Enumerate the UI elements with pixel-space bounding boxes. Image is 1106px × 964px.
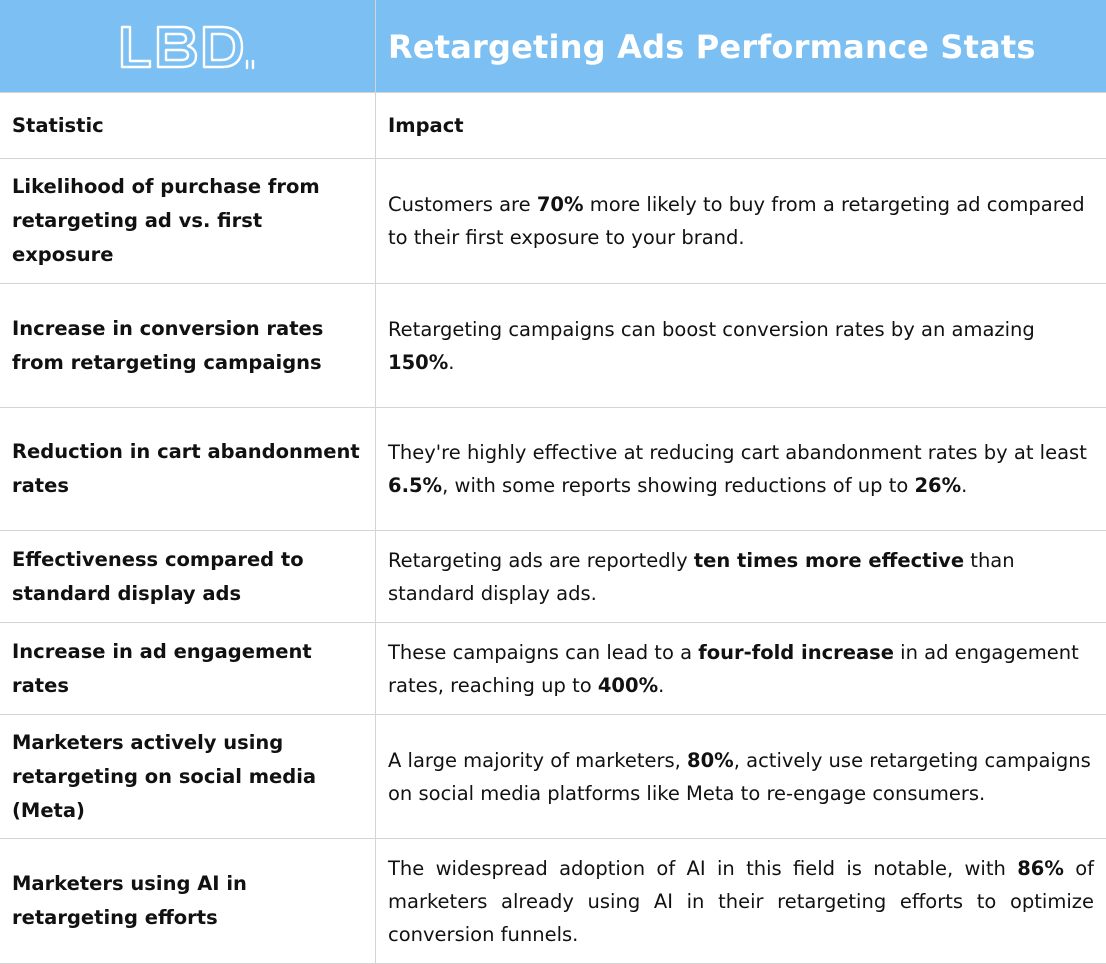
impact-cell: Customers are 70% more likely to buy fro…: [388, 159, 1094, 283]
table-row: Effectiveness compared to standard displ…: [0, 531, 1106, 623]
highlight-value: 150%: [388, 350, 449, 374]
impact-text-segment: Customers are: [388, 193, 537, 216]
table-header-row: Statistic Impact: [0, 93, 1106, 159]
header-banner: Retargeting Ads Performance Stats: [0, 0, 1106, 93]
table-row: Likelihood of purchase from retargeting …: [0, 159, 1106, 284]
impact-text: The widespread adoption of AI in this fi…: [388, 852, 1094, 951]
impact-text-segment: , actively use retargeting campaigns on …: [388, 748, 1091, 805]
impact-text: They're highly effective at reducing car…: [388, 436, 1094, 502]
impact-text-segment: Retargeting campaigns can boost conversi…: [388, 317, 1035, 341]
impact-cell: Retargeting ads are reportedly ten times…: [388, 531, 1094, 622]
table-row: Increase in conversion rates from retarg…: [0, 284, 1106, 408]
lbd-logo-icon: [120, 25, 254, 69]
column-header-impact: Impact: [388, 114, 464, 137]
impact-text-segment: .: [658, 673, 665, 697]
impact-text-segment: more likely to buy from a retargeting ad…: [388, 193, 1085, 249]
statistic-cell: Likelihood of purchase from retargeting …: [12, 175, 320, 266]
highlight-value: 70%: [536, 193, 584, 216]
statistic-cell: Marketers using AI in retargeting effort…: [12, 872, 247, 929]
highlight-value: 6.5%: [388, 474, 443, 497]
statistic-cell: Marketers actively using retargeting on …: [12, 730, 317, 822]
highlight-value: 26%: [914, 474, 962, 497]
highlight-value: 86%: [1017, 856, 1064, 880]
impact-cell: The widespread adoption of AI in this fi…: [388, 839, 1094, 963]
impact-cell: Retargeting campaigns can boost conversi…: [388, 284, 1094, 407]
impact-text-segment: of marketers already using AI in their r…: [388, 856, 1094, 946]
table-row: Marketers using AI in retargeting effort…: [0, 839, 1106, 964]
impact-text-segment: A large majority of marketers,: [388, 748, 688, 772]
brand-logo: [0, 0, 375, 93]
impact-text-segment: These campaigns can lead to a: [388, 640, 699, 664]
column-divider: [375, 0, 376, 964]
impact-text-segment: They're highly effective at reducing car…: [388, 441, 1087, 464]
impact-text-segment: Retargeting ads are reportedly: [388, 548, 694, 572]
highlight-value: 400%: [597, 673, 659, 697]
impact-text: Retargeting ads are reportedly ten times…: [388, 544, 1094, 610]
statistic-cell: Reduction in cart abandonment rates: [12, 440, 360, 497]
statistic-cell: Increase in conversion rates from retarg…: [12, 316, 324, 374]
table-row: Reduction in cart abandonment rates They'…: [0, 408, 1106, 531]
highlight-value: four-fold increase: [698, 640, 894, 664]
table-row: Marketers actively using retargeting on …: [0, 715, 1106, 839]
impact-text-segment: .: [448, 350, 455, 374]
impact-text-segment: in ad engagement rates, reaching up to: [388, 640, 1079, 697]
impact-cell: They're highly effective at reducing car…: [388, 408, 1094, 530]
impact-text: A large majority of marketers, 80%, acti…: [388, 744, 1094, 810]
table-row: Increase in ad engagement rates These cam…: [0, 623, 1106, 715]
impact-text-segment: , with some reports showing reductions o…: [442, 474, 915, 497]
impact-text-segment: The widespread adoption of AI in this fi…: [388, 856, 1018, 880]
impact-cell: These campaigns can lead to a four-fold …: [388, 623, 1094, 714]
impact-text: Retargeting campaigns can boost conversi…: [388, 313, 1094, 379]
impact-text-segment: .: [961, 474, 968, 497]
impact-text: Customers are 70% more likely to buy fro…: [388, 188, 1094, 254]
statistic-cell: Effectiveness compared to standard displ…: [12, 547, 304, 605]
page-title: Retargeting Ads Performance Stats: [388, 27, 1036, 66]
impact-text: These campaigns can lead to a four-fold …: [388, 636, 1094, 702]
impact-text-segment: than standard display ads.: [388, 548, 1015, 605]
highlight-value: ten times more effective: [693, 548, 965, 572]
statistic-cell: Increase in ad engagement rates: [12, 639, 312, 697]
highlight-value: 80%: [687, 748, 734, 772]
column-header-statistic: Statistic: [12, 113, 104, 137]
impact-cell: A large majority of marketers, 80%, acti…: [388, 715, 1094, 838]
